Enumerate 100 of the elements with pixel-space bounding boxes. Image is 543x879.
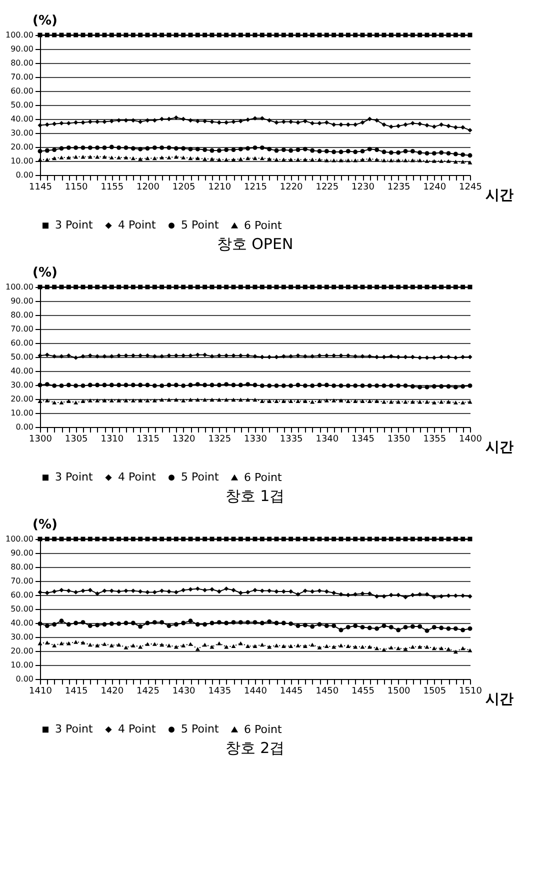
point (332, 590, 336, 596)
x-tick-label: 1415 (64, 686, 88, 696)
point (238, 536, 243, 542)
legend-label: 6 Point (244, 218, 282, 232)
point (296, 592, 300, 597)
point (367, 536, 372, 542)
point (332, 536, 336, 542)
point (152, 590, 157, 594)
x-tick-label: 1435 (208, 686, 232, 696)
x-tick-label: 1205 (172, 182, 196, 192)
point (238, 590, 243, 596)
y-tick-label: 60.00 (10, 590, 34, 600)
x-tick-label: 1335 (280, 434, 303, 444)
x-tick-label: 1240 (423, 182, 446, 192)
x-tick-label: 1340 (316, 434, 339, 444)
point (145, 590, 150, 594)
y-axis-title: (%) (32, 14, 58, 28)
point (138, 589, 143, 594)
x-tick-label: 1350 (387, 434, 411, 444)
y-tick-label: 80.00 (10, 58, 34, 68)
legend-label: 6 Point (244, 470, 282, 484)
point (202, 588, 208, 592)
point (138, 536, 143, 542)
text: 창호 1겹 (225, 487, 285, 505)
x-tick-label: 1445 (280, 686, 303, 696)
point (44, 590, 50, 596)
x-axis-title: 시간 (486, 692, 514, 708)
point (439, 536, 444, 542)
point (453, 536, 458, 542)
y-tick-label: 10.00 (10, 660, 34, 670)
point (260, 536, 264, 542)
point (174, 536, 178, 542)
x-tick-label: 1200 (136, 182, 160, 192)
point (160, 536, 164, 542)
x-tick-label: 1320 (172, 434, 196, 444)
x-tick-label: 1505 (423, 686, 446, 696)
x-tick-label: 1150 (64, 182, 88, 192)
point (346, 592, 350, 598)
point (216, 589, 222, 594)
x-tick-label: 1310 (100, 434, 124, 444)
point (288, 536, 294, 542)
point (460, 593, 466, 598)
point (210, 587, 214, 592)
x-tick-label: 1510 (459, 686, 482, 696)
point (396, 592, 401, 598)
point (59, 588, 64, 592)
point (274, 589, 279, 594)
x-tick-label: 1355 (423, 434, 446, 444)
point (130, 588, 136, 594)
x-tick-label: 1235 (387, 182, 410, 192)
x-tick-label: 1330 (244, 434, 268, 444)
point (102, 588, 107, 594)
legend-label: 5 Point (181, 722, 220, 736)
point (195, 536, 200, 542)
point (130, 536, 136, 542)
point (302, 588, 308, 594)
point (160, 588, 164, 594)
point (88, 536, 92, 542)
y-tick-label: 30.00 (10, 380, 34, 390)
point (181, 588, 186, 592)
legend-label: 6 Point (244, 722, 282, 736)
text: 창호 2겹 (225, 739, 285, 757)
point (338, 592, 344, 597)
point (202, 536, 208, 542)
y-tick-label: 10.00 (10, 408, 34, 418)
x-tick-label: 1305 (64, 434, 88, 444)
point (124, 588, 128, 594)
y-tick-label: 60.00 (10, 86, 34, 96)
y-tick-label: 10.00 (10, 156, 34, 166)
point (374, 594, 380, 599)
y-tick-label: 90.00 (10, 296, 34, 306)
legend-label: 4 Point (118, 722, 156, 736)
point (267, 588, 272, 594)
point (310, 536, 315, 542)
point (174, 590, 178, 594)
y-tick-label: 50.00 (10, 604, 34, 614)
x-tick-label: 1145 (29, 182, 52, 192)
point (432, 594, 436, 600)
point (396, 536, 401, 542)
x-tick-label: 1400 (459, 434, 482, 444)
y-tick-label: 30.00 (10, 128, 34, 138)
point (346, 536, 350, 542)
y-tick-label: 50.00 (10, 100, 34, 110)
point (52, 589, 57, 594)
point (116, 589, 122, 594)
y-tick-label: 40.00 (10, 114, 34, 124)
point (288, 589, 294, 594)
point (424, 592, 430, 597)
x-tick-label: 1450 (316, 686, 339, 696)
point (74, 536, 78, 542)
point (260, 588, 264, 594)
point (374, 536, 380, 542)
legend-label: 3 Point (55, 722, 94, 736)
legend-label: 3 Point (55, 470, 94, 484)
point (52, 536, 57, 542)
point (188, 587, 193, 592)
y-tick-label: 90.00 (10, 548, 34, 558)
point (418, 536, 422, 542)
point (446, 593, 451, 598)
point (246, 590, 250, 594)
